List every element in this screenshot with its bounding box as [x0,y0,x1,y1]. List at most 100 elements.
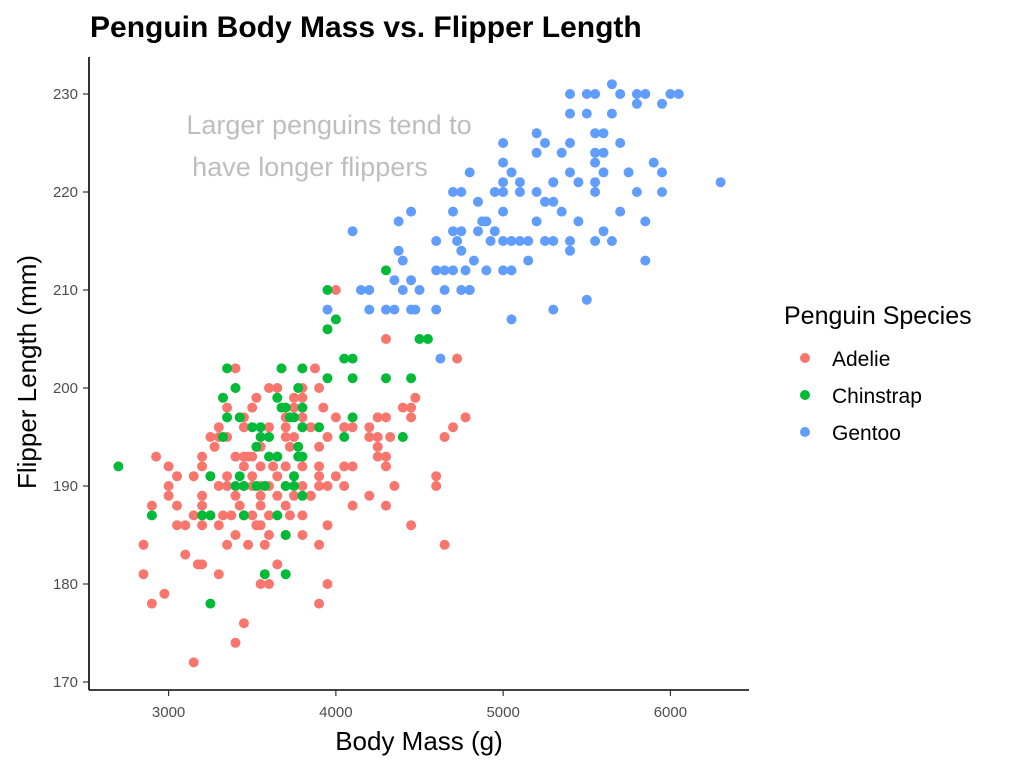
data-point [284,441,295,452]
data-point [665,89,676,99]
data-point [448,187,458,197]
data-point [673,89,684,99]
data-point [188,657,199,668]
x-tick-label: 3000 [152,704,185,721]
data-point [514,177,525,188]
data-point [197,500,208,511]
data-point [234,500,245,511]
data-point [556,206,567,217]
data-point [280,530,291,540]
data-point [347,500,358,511]
data-point [372,441,383,452]
data-point [330,314,341,325]
legend-label-adelie: Adelie [832,348,890,371]
data-point [347,353,358,364]
data-point [322,520,333,531]
data-point [280,461,291,472]
data-point [297,530,308,540]
data-point [615,138,626,148]
data-point [339,481,350,491]
data-point [197,461,208,472]
data-point [598,167,609,178]
data-point [264,383,274,393]
data-point [297,451,308,462]
data-point [251,481,262,491]
data-point [381,451,391,462]
data-point [540,196,550,207]
data-point [272,559,283,570]
data-point [410,304,421,315]
data-point [314,461,325,472]
data-point [251,441,262,452]
data-point [473,226,483,237]
data-point [314,471,325,482]
data-point [406,412,417,423]
data-point [498,236,509,246]
data-point [247,451,258,462]
data-point [213,569,224,580]
data-point [347,422,358,433]
data-point [255,461,266,472]
data-point [159,588,170,599]
data-point [590,89,601,99]
data-point [606,236,617,246]
data-point [293,441,304,452]
data-point [406,402,417,413]
data-point [230,530,241,540]
data-point [238,422,249,433]
data-point [573,216,584,227]
data-point [289,412,299,423]
data-point [222,402,233,413]
data-point [531,128,542,139]
data-point [163,481,174,491]
data-point [548,304,559,315]
data-point [213,422,224,433]
data-point [506,314,517,325]
data-point [389,481,400,491]
data-point [322,481,333,491]
data-point [255,422,266,433]
data-point [259,569,270,580]
data-point [213,520,224,531]
data-point [251,392,262,403]
data-point [297,363,308,374]
data-point [209,441,220,452]
data-point [410,392,421,403]
data-point [460,265,471,276]
data-point [188,471,199,482]
data-point [431,471,442,482]
data-point [615,89,626,99]
data-point [314,383,325,393]
data-point [310,363,320,374]
data-point [247,510,258,521]
data-point [272,392,283,403]
data-point [435,353,446,364]
legend-key-gentoo [800,427,810,437]
data-point [314,441,325,452]
data-point [590,128,601,139]
data-point [138,539,149,550]
data-point [255,500,266,511]
data-point [381,412,391,423]
y-tick-label: 180 [53,576,78,593]
series-gentoo [322,79,726,364]
data-point [238,618,249,629]
data-point [381,265,391,276]
data-point [222,481,233,491]
data-point [456,226,467,237]
data-point [280,569,291,580]
data-point [439,539,450,550]
data-point [498,187,509,197]
data-point [305,422,316,433]
data-point [347,373,358,384]
data-point [389,275,400,286]
data-point [146,510,157,521]
data-point [255,490,266,501]
data-point [439,265,450,276]
data-point [113,461,124,472]
data-point [318,402,329,413]
data-point [631,89,642,99]
data-point [606,108,617,119]
data-point [284,510,295,521]
data-point [422,334,433,344]
